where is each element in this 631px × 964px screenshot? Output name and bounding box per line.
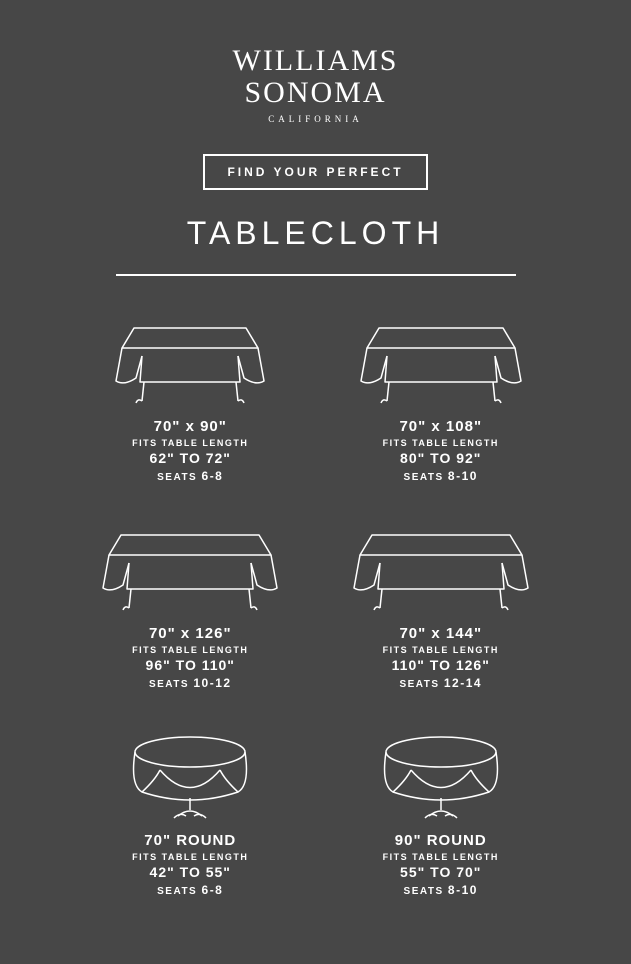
size-option: 70" x 144" FITS TABLE LENGTH 110" TO 126… xyxy=(336,523,547,690)
seats-label: SEATS 10-12 xyxy=(85,676,296,690)
brand-line2: SONOMA xyxy=(40,77,591,109)
brand-line1: WILLIAMS xyxy=(40,45,591,77)
range-label: 62" TO 72" xyxy=(85,450,296,466)
fits-label: FITS TABLE LENGTH xyxy=(85,852,296,862)
header-tagline: FIND YOUR PERFECT xyxy=(203,154,427,190)
size-grid: 70" x 90" FITS TABLE LENGTH 62" TO 72" S… xyxy=(40,316,591,897)
size-label: 70" ROUND xyxy=(85,832,296,849)
fits-label: FITS TABLE LENGTH xyxy=(336,438,547,448)
seats-label: SEATS 12-14 xyxy=(336,676,547,690)
round-table-icon xyxy=(351,730,531,820)
rect-table-icon xyxy=(100,523,280,613)
round-table-icon xyxy=(100,730,280,820)
brand-logo: WILLIAMS SONOMA CALIFORNIA xyxy=(40,45,591,124)
seats-label: SEATS 6-8 xyxy=(85,469,296,483)
divider xyxy=(116,274,516,276)
seats-label: SEATS 8-10 xyxy=(336,469,547,483)
size-label: 70" x 126" xyxy=(85,625,296,642)
range-label: 55" TO 70" xyxy=(336,864,547,880)
size-option: 70" x 108" FITS TABLE LENGTH 80" TO 92" … xyxy=(336,316,547,483)
rect-table-icon xyxy=(100,316,280,406)
range-label: 96" TO 110" xyxy=(85,657,296,673)
fits-label: FITS TABLE LENGTH xyxy=(336,645,547,655)
fits-label: FITS TABLE LENGTH xyxy=(85,438,296,448)
fits-label: FITS TABLE LENGTH xyxy=(85,645,296,655)
size-option: 70" x 126" FITS TABLE LENGTH 96" TO 110"… xyxy=(85,523,296,690)
size-option: 70" x 90" FITS TABLE LENGTH 62" TO 72" S… xyxy=(85,316,296,483)
size-label: 70" x 144" xyxy=(336,625,547,642)
size-label: 70" x 108" xyxy=(336,418,547,435)
rect-table-icon xyxy=(351,316,531,406)
size-label: 70" x 90" xyxy=(85,418,296,435)
range-label: 110" TO 126" xyxy=(336,657,547,673)
size-option: 70" ROUND FITS TABLE LENGTH 42" TO 55" S… xyxy=(85,730,296,897)
size-label: 90" ROUND xyxy=(336,832,547,849)
range-label: 42" TO 55" xyxy=(85,864,296,880)
fits-label: FITS TABLE LENGTH xyxy=(336,852,547,862)
size-option: 90" ROUND FITS TABLE LENGTH 55" TO 70" S… xyxy=(336,730,547,897)
brand-sub: CALIFORNIA xyxy=(40,114,591,124)
rect-table-icon xyxy=(351,523,531,613)
page-title: TABLECLOTH xyxy=(40,215,591,252)
range-label: 80" TO 92" xyxy=(336,450,547,466)
seats-label: SEATS 8-10 xyxy=(336,883,547,897)
seats-label: SEATS 6-8 xyxy=(85,883,296,897)
